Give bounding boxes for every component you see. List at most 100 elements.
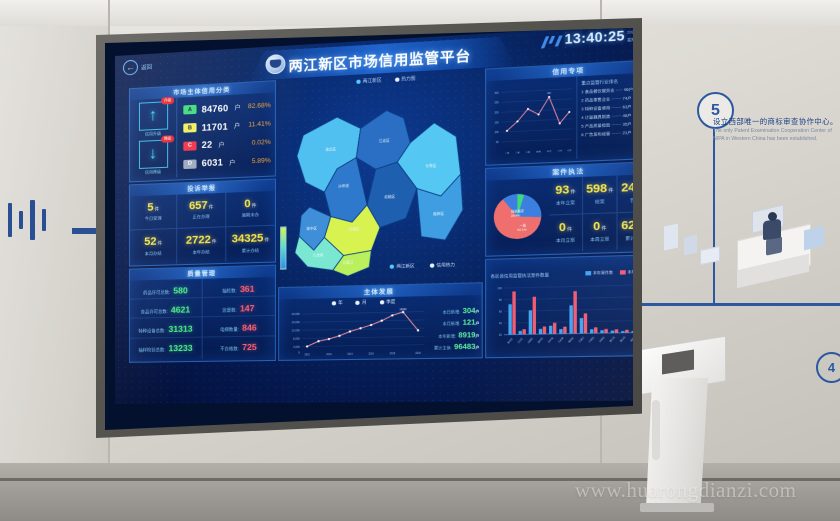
legend-item[interactable]: 本年案件数 <box>585 270 613 276</box>
ranking-item[interactable]: 4 计量器具制造 ······· 48户 <box>581 113 632 121</box>
upgrade-badge: 升级 <box>161 96 174 105</box>
panel-district-cases: 各区县信用监管执法案件数量 本年案件数 本年罚没款 <box>485 254 633 359</box>
svg-text:渝北区: 渝北区 <box>506 337 514 345</box>
complaint-stat[interactable]: 52件 本月办结 <box>129 228 178 265</box>
svg-text:巴南区: 巴南区 <box>587 335 595 343</box>
quality-row[interactable]: 监督数: 147 <box>202 299 275 318</box>
complaint-stat[interactable]: 0件 逾期未办 <box>225 190 275 228</box>
svg-text:二季: 二季 <box>515 150 519 154</box>
svg-text:60: 60 <box>499 311 503 313</box>
quality-row[interactable]: 药品许可总数: 580 <box>129 282 202 300</box>
trend-ranking-list: 重点监管行业排名 1 食品餐饮服务业 ····· 96户 2 药品零售企业 ··… <box>576 72 633 159</box>
credit-downgrade-indicator[interactable]: ↓ 降级 <box>138 135 174 169</box>
svg-text:九龙坡: 九龙坡 <box>556 336 564 344</box>
svg-text:江北区: 江北区 <box>379 137 391 143</box>
watermark: www.huarongdianzi.com <box>575 478 797 502</box>
illustration-plant-small <box>684 234 697 256</box>
quality-row[interactable]: 电梯数量: 846 <box>202 319 275 338</box>
map-tab[interactable]: 信用热力 <box>429 262 455 269</box>
infographic-title-en: The only Patent Examination Cooperation … <box>713 128 832 142</box>
ranking-item[interactable]: 3 特种设备使用 ······· 63户 <box>581 104 632 112</box>
back-button[interactable]: ← 返回 <box>122 59 152 76</box>
svg-text:300: 300 <box>495 92 500 94</box>
quality-row[interactable]: 食品许可总数: 4621 <box>129 301 202 320</box>
dev-stat[interactable]: 累计主体: 96483户 <box>433 343 480 352</box>
grade-badge: B <box>183 123 197 133</box>
enforcement-stat[interactable]: 598件 结案 <box>583 175 618 214</box>
map-tab[interactable]: 两江新区 <box>389 263 415 270</box>
svg-text:简易程序: 简易程序 <box>511 207 524 213</box>
svg-text:六月: 六月 <box>558 148 562 152</box>
svg-text:2018: 2018 <box>390 353 396 355</box>
svg-text:2012: 2012 <box>326 354 332 356</box>
infographic-connector <box>713 112 715 304</box>
dev-stat[interactable]: 本年新增: 8919户 <box>438 331 480 340</box>
credit-row[interactable]: D 6031 户 5.89% <box>177 155 271 169</box>
trend-line-chart[interactable]: 300 250 200 150 100 50 265 <box>486 76 577 162</box>
dev-stat[interactable]: 本月新增: 121户 <box>442 319 480 328</box>
svg-text:2014: 2014 <box>347 354 353 356</box>
svg-text:100: 100 <box>497 288 502 290</box>
quality-row[interactable]: 特种设备总数: 31313 <box>129 320 202 339</box>
credit-row[interactable]: A 84760 户 82.68% <box>177 101 271 116</box>
wall-display: ← 返回 两江新区市场信用监管平台 13:40:25 2020年07月30日 星… <box>96 18 642 438</box>
kiosk-cable-slot <box>652 400 660 460</box>
svg-text:四季: 四季 <box>536 149 540 153</box>
panel-credit-trend: 信用专项 300 250 200 15 <box>485 59 633 166</box>
credit-row[interactable]: B 11701 户 11.41% <box>177 119 271 134</box>
enforcement-stat[interactable]: 623件累计结案 <box>621 218 633 241</box>
enforcement-stat[interactable]: 93件 本年立案 <box>548 176 584 215</box>
enforcement-stat[interactable]: 0件 本月立案 <box>548 213 584 252</box>
svg-text:2010: 2010 <box>304 355 310 357</box>
complaint-stat[interactable]: 34325件 累计办结 <box>231 232 270 254</box>
display-inner: ← 返回 两江新区市场信用监管平台 13:40:25 2020年07月30日 星… <box>105 28 633 430</box>
ranking-item[interactable]: 1 食品餐饮服务业 ····· 96户 <box>581 86 633 94</box>
trend-chart-svg: 300 250 200 150 100 50 265 <box>495 76 577 155</box>
credit-row[interactable]: C 22 户 0.02% <box>177 137 271 151</box>
bar-chart-title: 各区县信用监管执法案件数量 <box>490 272 549 279</box>
grade-percent: 0.02% <box>251 138 271 147</box>
credit-upgrade-indicator[interactable]: ↑ 升级 <box>138 96 174 131</box>
svg-text:250: 250 <box>495 102 500 104</box>
grade-badge: D <box>183 159 197 169</box>
svg-text:南岸区: 南岸区 <box>433 211 445 217</box>
ranking-item[interactable]: 2 药品零售企业 ······· 74户 <box>581 95 632 103</box>
district-map[interactable]: 渝北区 江北区 长寿区 南岸区 北碚区 沙坪坝 巴南区 渝中区 九龙坡 大渡口 <box>278 76 481 282</box>
svg-text:4,000: 4,000 <box>293 344 300 348</box>
complaint-stat[interactable]: 657件 正在办理 <box>177 192 226 229</box>
panel-complaints: 投诉举报 5件 今日受理 657件 正在办理 0件 逾期未办 52件 本月办结 2722… <box>128 178 277 267</box>
district-bar-chart[interactable]: 100 80 60 40 20 <box>488 278 633 354</box>
grade-count: 6031 <box>201 157 223 169</box>
dashboard-screen: ← 返回 两江新区市场信用监管平台 13:40:25 2020年07月30日 星… <box>115 28 633 404</box>
enforcement-stat[interactable]: 0件 本周立案 <box>583 212 618 251</box>
enforcement-pie-chart[interactable]: 简易程序 28.4% 一般 62.1% <box>486 178 549 253</box>
complaint-stat[interactable]: 5件 今日受理 <box>129 194 178 231</box>
grade-unit: 户 <box>234 123 241 131</box>
legend-item[interactable]: 本年罚没款 <box>619 270 633 276</box>
quality-row[interactable]: 抽检数: 361 <box>202 280 275 299</box>
svg-text:巴南区: 巴南区 <box>349 226 361 232</box>
illustration-plant <box>664 223 678 251</box>
svg-text:五月: 五月 <box>547 149 551 153</box>
credit-downgrade-caption: 信用降级 <box>144 169 162 175</box>
dev-stat[interactable]: 本日新增: 304户 <box>442 307 480 316</box>
ranking-item[interactable]: 6 广告发布经营 ······· 21户 <box>581 131 632 138</box>
svg-text:大渡口: 大渡口 <box>577 336 585 344</box>
svg-text:渝北区: 渝北区 <box>325 146 336 152</box>
panel-credit-classification: 市场主体信用分类 ↑ 升级 信用升级 <box>128 80 277 183</box>
quality-row[interactable]: 抽样检验总数: 13233 <box>138 343 193 354</box>
quality-row[interactable]: 不合格数: 725 <box>220 342 257 353</box>
complaint-stat[interactable]: 2722件 本年办结 <box>177 227 226 264</box>
grade-badge: C <box>183 141 197 151</box>
pie-svg: 简易程序 28.4% 一般 62.1% <box>493 188 546 240</box>
left-wall <box>0 0 108 521</box>
svg-text:62.1%: 62.1% <box>517 227 527 232</box>
development-line-chart[interactable]: 20,000 16,000 12,000 8,000 4,000 0 <box>279 304 429 357</box>
svg-text:50: 50 <box>496 142 500 144</box>
svg-text:长寿区: 长寿区 <box>425 163 437 169</box>
map-color-scale <box>280 226 287 270</box>
map-svg: 渝北区 江北区 长寿区 南岸区 北碚区 沙坪坝 巴南区 渝中区 九龙坡 大渡口 <box>278 76 481 282</box>
enforcement-stat[interactable]: 244件罚没 <box>617 174 633 213</box>
infographic-baseline <box>600 303 840 306</box>
ranking-item[interactable]: 5 产品质量检验 ······· 35户 <box>581 122 632 129</box>
